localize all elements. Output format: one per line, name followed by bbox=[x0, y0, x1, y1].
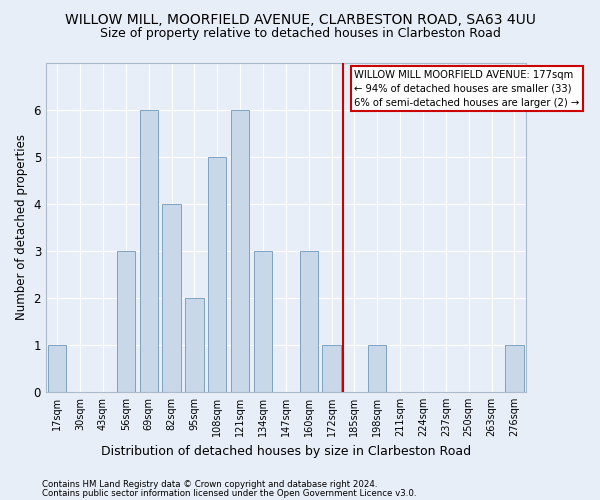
Bar bbox=[299, 250, 318, 392]
Y-axis label: Number of detached properties: Number of detached properties bbox=[15, 134, 28, 320]
Text: Contains HM Land Registry data © Crown copyright and database right 2024.: Contains HM Land Registry data © Crown c… bbox=[42, 480, 377, 489]
Text: WILLOW MILL MOORFIELD AVENUE: 177sqm
← 94% of detached houses are smaller (33)
6: WILLOW MILL MOORFIELD AVENUE: 177sqm ← 9… bbox=[355, 70, 580, 108]
Bar bbox=[368, 345, 386, 392]
Bar bbox=[231, 110, 250, 392]
X-axis label: Distribution of detached houses by size in Clarbeston Road: Distribution of detached houses by size … bbox=[101, 444, 471, 458]
Text: Contains public sector information licensed under the Open Government Licence v3: Contains public sector information licen… bbox=[42, 488, 416, 498]
Bar bbox=[505, 345, 524, 392]
Bar bbox=[163, 204, 181, 392]
Bar bbox=[208, 156, 226, 392]
Bar bbox=[140, 110, 158, 392]
Bar bbox=[322, 345, 341, 392]
Bar bbox=[185, 298, 203, 392]
Text: WILLOW MILL, MOORFIELD AVENUE, CLARBESTON ROAD, SA63 4UU: WILLOW MILL, MOORFIELD AVENUE, CLARBESTO… bbox=[65, 12, 535, 26]
Text: Size of property relative to detached houses in Clarbeston Road: Size of property relative to detached ho… bbox=[100, 28, 500, 40]
Bar bbox=[117, 250, 135, 392]
Bar bbox=[254, 250, 272, 392]
Bar bbox=[48, 345, 67, 392]
